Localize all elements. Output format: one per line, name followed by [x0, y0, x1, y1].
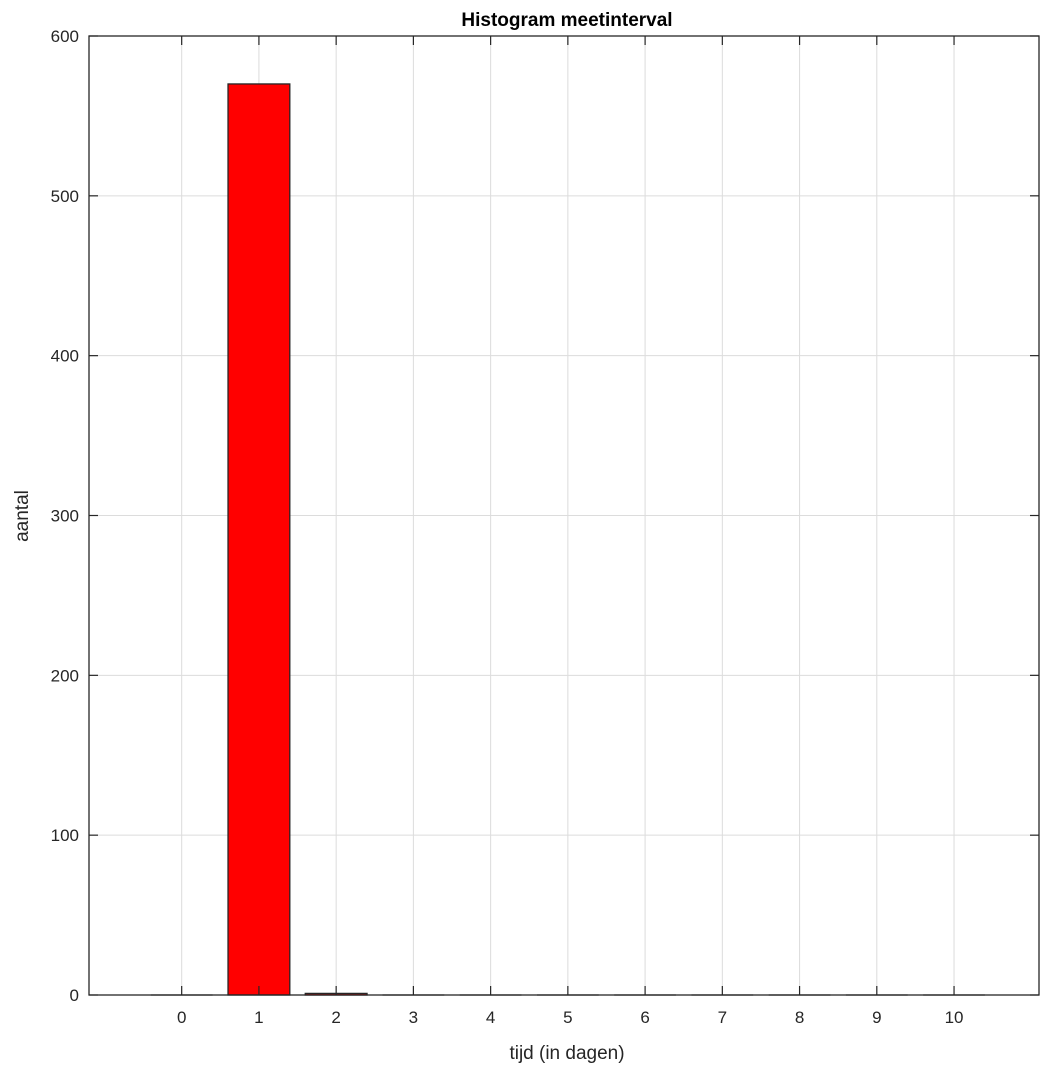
y-tick-label: 200 [51, 666, 79, 685]
x-tick-label: 9 [872, 1008, 881, 1027]
x-tick-label: 1 [254, 1008, 263, 1027]
y-tick-label: 0 [70, 986, 79, 1005]
x-tick-label: 8 [795, 1008, 804, 1027]
x-tick-label: 7 [718, 1008, 727, 1027]
x-tick-labels: 0 1 2 3 4 5 6 7 8 9 10 [177, 1008, 964, 1027]
x-tick-label: 6 [640, 1008, 649, 1027]
x-tick-label: 5 [563, 1008, 572, 1027]
x-tick-label: 10 [945, 1008, 964, 1027]
y-tick-label: 100 [51, 826, 79, 845]
x-tick-label: 0 [177, 1008, 186, 1027]
grid-lines [89, 36, 1039, 995]
x-tick-label: 3 [409, 1008, 418, 1027]
y-tick-label: 600 [51, 27, 79, 46]
axis-ticks [89, 35, 1039, 996]
y-tick-labels: 0 100 200 300 400 500 600 [51, 27, 79, 1005]
x-tick-label: 2 [331, 1008, 340, 1027]
y-tick-label: 400 [51, 347, 79, 366]
chart-title: Histogram meetinterval [461, 10, 672, 31]
y-tick-label: 300 [51, 507, 79, 526]
y-axis-label: aantal [12, 490, 33, 542]
bar [227, 83, 291, 996]
y-tick-label: 500 [51, 187, 79, 206]
x-axis-label: tijd (in dagen) [509, 1043, 624, 1064]
x-tick-label: 4 [486, 1008, 495, 1027]
